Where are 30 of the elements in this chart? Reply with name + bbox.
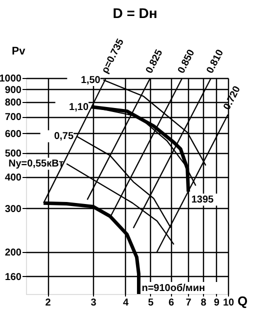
x-tick-label: 2 — [45, 298, 52, 308]
y-tick-label: 1000 — [0, 74, 22, 84]
y-tick-label: 400 — [4, 172, 22, 184]
x-tick-label: 7 — [186, 298, 192, 308]
y-tick-label: 500 — [4, 148, 22, 160]
text: 0.825 — [144, 48, 166, 76]
x-tick-label: 6 — [168, 298, 174, 308]
series-label: 1,10 — [69, 102, 89, 113]
y-tick-label: 900 — [4, 84, 22, 96]
series-label: 0,75 — [54, 131, 74, 142]
series-label: 1,50 — [80, 74, 101, 86]
y-tick-label: 600 — [4, 128, 22, 140]
text: 0.810 — [204, 48, 226, 76]
text: 0.850 — [176, 48, 198, 76]
x-axis-title: Q — [237, 294, 248, 308]
x-tick-label: 9 — [214, 298, 220, 308]
x-tick-label: 5 — [148, 298, 154, 308]
y-axis-title: Pv — [12, 46, 26, 58]
x-tick-label: 3 — [90, 298, 97, 308]
y-tick-label: 800 — [4, 98, 22, 109]
x-tick-label: 4 — [122, 298, 129, 308]
series-label: 1395 — [191, 194, 214, 206]
chart-title: D = Dн — [112, 5, 158, 21]
y-tick-label: 700 — [4, 112, 22, 124]
y-tick-label: 300 — [4, 204, 22, 215]
series-label: n=910об/мин — [142, 283, 206, 294]
x-tick-label: 10 — [222, 298, 234, 308]
y-tick-label: 200 — [4, 248, 22, 259]
x-tick-label: 8 — [200, 298, 207, 308]
y-tick-label: 160 — [4, 272, 22, 283]
